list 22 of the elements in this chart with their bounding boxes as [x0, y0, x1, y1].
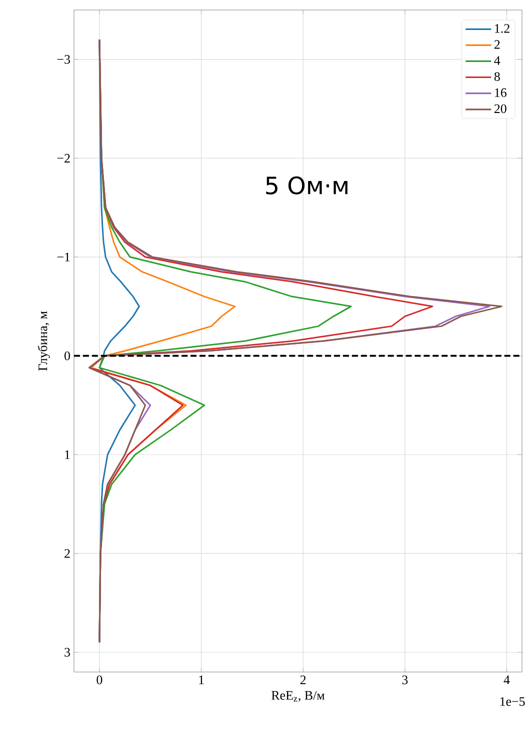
- legend-label: 1.2: [495, 24, 510, 33]
- x-tick-label: 1: [199, 676, 204, 684]
- y-tick-label: 3: [64, 648, 70, 657]
- y-tick-label: 1: [65, 450, 70, 459]
- y-tick-label: −1: [57, 252, 70, 262]
- y-tick-label: 2: [64, 549, 70, 558]
- legend-label: 8: [494, 72, 500, 81]
- y-tick-label: 0: [64, 351, 70, 360]
- legend-label: 2: [494, 40, 500, 49]
- x-tick-label: 2: [300, 676, 306, 684]
- y-axis-title: Глубина, м: [38, 311, 50, 371]
- text: 1e−5: [500, 697, 525, 706]
- x-tick-label: 3: [402, 676, 408, 684]
- legend-label: 4: [494, 56, 500, 65]
- x-tick-label: 0: [96, 676, 102, 684]
- x-tick-label: 4: [504, 676, 510, 684]
- legend-label: 20: [494, 104, 506, 114]
- y-tick-label: −3: [57, 55, 70, 64]
- y-tick-label: −2: [57, 154, 70, 162]
- x-axis-title: ReE$_{z}$, В/м: [272, 691, 325, 702]
- legend-label: 16: [495, 88, 506, 97]
- annotation: 5 Ом·м: [266, 176, 348, 194]
